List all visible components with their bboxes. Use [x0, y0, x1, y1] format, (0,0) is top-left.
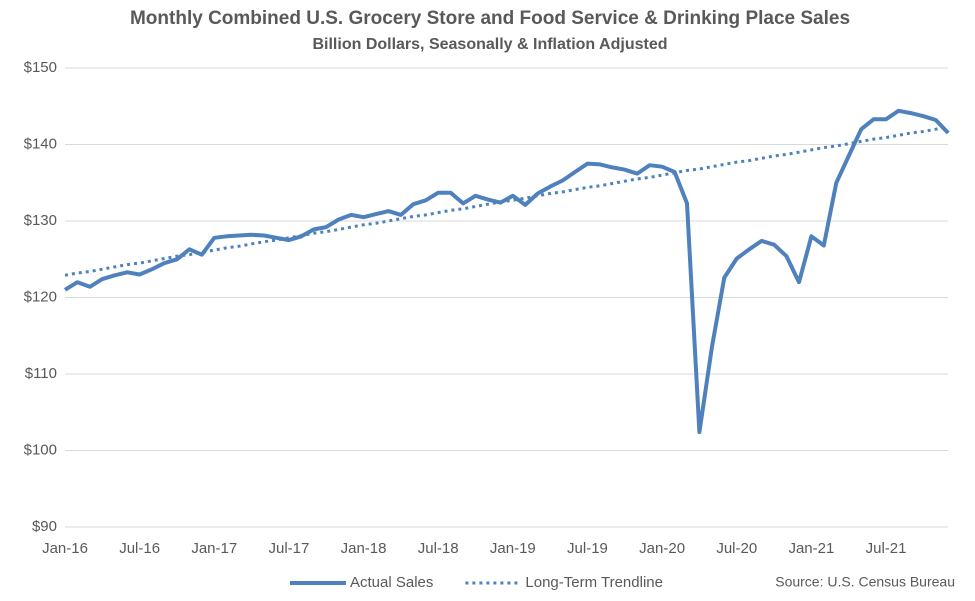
x-tick-label: Jul-18: [418, 540, 459, 557]
x-tick-label: Jan-16: [42, 540, 88, 557]
x-tick-label: Jan-19: [490, 540, 536, 557]
x-tick-label: Jul-19: [567, 540, 608, 557]
legend-label: Actual Sales: [350, 574, 433, 591]
y-tick-label: $140: [24, 135, 57, 152]
y-tick-label: $110: [25, 365, 57, 382]
x-tick-label: Jul-17: [268, 540, 309, 557]
y-tick-label: $150: [24, 59, 57, 76]
x-tick-label: Jan-21: [788, 540, 834, 557]
x-tick-label: Jan-17: [191, 540, 237, 557]
x-tick-label: Jul-21: [866, 540, 907, 557]
x-tick-label: Jul-20: [716, 540, 757, 557]
legend-label: Long-Term Trendline: [525, 574, 663, 591]
x-tick-label: Jul-16: [119, 540, 160, 557]
y-tick-label: $90: [32, 518, 57, 535]
x-tick-label: Jan-20: [639, 540, 685, 557]
x-tick-label: Jan-18: [341, 540, 387, 557]
chart-subtitle: Billion Dollars, Seasonally & Inflation …: [312, 36, 667, 53]
series-line: [64, 125, 949, 277]
source-note: Source: U.S. Census Bureau: [775, 574, 955, 590]
y-tick-label: $120: [24, 288, 57, 305]
chart-title: Monthly Combined U.S. Grocery Store and …: [130, 8, 850, 29]
y-tick-label: $100: [24, 441, 57, 458]
y-tick-label: $130: [24, 212, 57, 229]
series-line: [63, 108, 950, 435]
